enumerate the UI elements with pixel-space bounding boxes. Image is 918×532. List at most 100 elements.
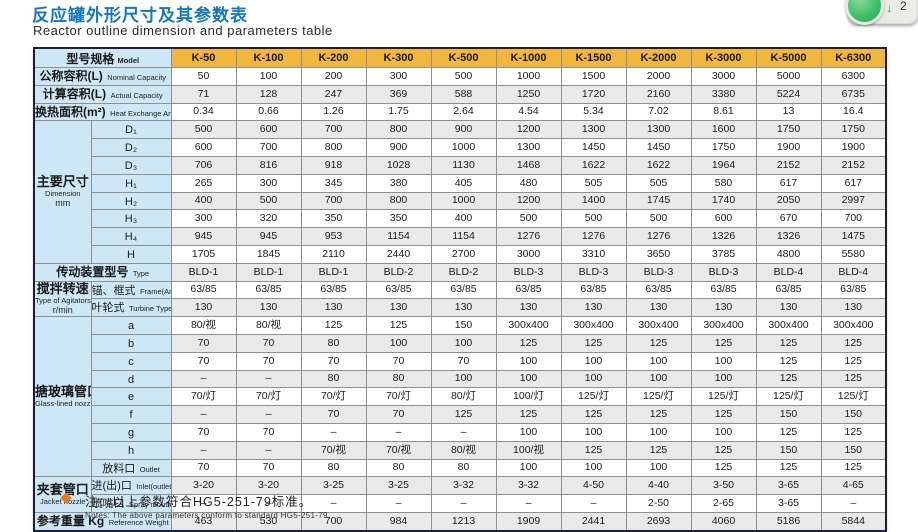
data-cell: 5.34 bbox=[560, 102, 627, 122]
data-cell: 1000 bbox=[430, 191, 497, 211]
data-cell: 13 bbox=[755, 102, 822, 122]
data-cell: 70 bbox=[235, 333, 302, 353]
data-cell: 70 bbox=[235, 458, 302, 478]
data-cell: 400 bbox=[170, 191, 237, 211]
data-cell: 70/灯 bbox=[235, 387, 302, 407]
data-cell: 4.54 bbox=[495, 102, 562, 122]
data-cell: 345 bbox=[300, 173, 367, 193]
data-cell: 3-65 bbox=[755, 476, 822, 496]
data-cell: 80 bbox=[300, 333, 367, 353]
download-arrow-icon: ↓ bbox=[886, 0, 893, 15]
data-cell: 125 bbox=[820, 458, 887, 478]
data-cell: 617 bbox=[755, 173, 822, 193]
row-label: 公称容积(L) Nominal Capacity bbox=[33, 67, 172, 86]
data-cell: 125 bbox=[690, 458, 757, 478]
data-cell: 100 bbox=[365, 333, 432, 353]
table-row: H₁ 265 300 345 380 405 480 505 505 580 617 617 bbox=[34, 173, 887, 193]
data-cell: 2441 bbox=[560, 511, 627, 532]
data-cell: 1000 bbox=[495, 67, 562, 86]
data-cell: 125/灯 bbox=[690, 387, 757, 407]
footnote-en: Notes: The above parameters conform to s… bbox=[85, 511, 331, 520]
data-cell: 100 bbox=[495, 369, 562, 389]
data-cell: 918 bbox=[300, 155, 367, 175]
data-cell: 5000 bbox=[755, 67, 822, 86]
table-row: 计算容积(L) Actual Capacity 71 128 247 369 588 125… bbox=[33, 84, 887, 104]
data-cell: 2152 bbox=[820, 155, 887, 175]
table-row: f – –70 70 125 125 125 125 125 150 150 bbox=[34, 405, 887, 424]
sub-row-label: 喷嘴口 Spray mouth bbox=[90, 494, 172, 513]
data-cell: 300 bbox=[235, 173, 302, 193]
data-cell: 130 bbox=[235, 298, 302, 318]
data-cell: – bbox=[170, 440, 237, 460]
data-cell: 1028 bbox=[365, 155, 432, 175]
data-cell: 80/灯 bbox=[430, 387, 497, 407]
data-cell: 130 bbox=[560, 298, 627, 318]
sub-row-label: D₁ bbox=[90, 120, 172, 140]
data-cell: 125 bbox=[560, 405, 627, 424]
data-cell: 600 bbox=[170, 138, 237, 157]
data-cell: 125 bbox=[365, 316, 432, 335]
model-header-cell: K-2000 bbox=[625, 47, 692, 68]
download-count: 2 bbox=[900, 0, 907, 13]
data-cell: BLD-2 bbox=[365, 262, 432, 282]
sub-row-label: g bbox=[90, 422, 172, 442]
table-row: 夹套管口 Jacket nozzle 进(出)口 Inlet(outlet) 3-20… bbox=[33, 476, 887, 513]
data-cell: 125 bbox=[755, 422, 822, 442]
data-cell: 3650 bbox=[625, 244, 692, 264]
data-cell: 3-50 bbox=[690, 476, 757, 496]
data-cell: 3000 bbox=[495, 244, 562, 264]
data-cell: – bbox=[235, 494, 302, 513]
data-cell: 100 bbox=[560, 422, 627, 442]
data-cell: 128 bbox=[235, 84, 302, 104]
data-cell: 125 bbox=[755, 333, 822, 353]
data-cell: 70/灯 bbox=[170, 387, 237, 407]
data-cell: 2440 bbox=[365, 244, 432, 264]
data-cell: 1720 bbox=[560, 84, 627, 104]
sub-row-label: b bbox=[90, 333, 172, 353]
data-cell: 125 bbox=[495, 333, 562, 353]
table-row: 换热面积(m²) Heat Exchange Area0.340.661.261… bbox=[33, 102, 887, 122]
data-cell: 80/视 bbox=[430, 440, 497, 460]
data-cell: 1909 bbox=[495, 511, 562, 532]
data-cell: 1468 bbox=[495, 155, 562, 175]
data-cell: 80/视 bbox=[170, 316, 237, 335]
data-cell: BLD-4 bbox=[820, 262, 887, 282]
data-cell: 100 bbox=[560, 351, 627, 371]
sub-row-label: e bbox=[90, 387, 172, 407]
data-cell: 63/85 bbox=[170, 280, 237, 300]
data-cell: 3785 bbox=[690, 244, 757, 264]
data-cell: 125 bbox=[430, 405, 497, 424]
data-cell: 700 bbox=[235, 138, 302, 157]
data-cell: 100 bbox=[560, 458, 627, 478]
data-cell: 1740 bbox=[690, 191, 757, 211]
data-cell: 50 bbox=[170, 67, 237, 86]
data-cell: 2160 bbox=[625, 84, 692, 104]
data-cell: 80 bbox=[365, 369, 432, 389]
data-cell: 300x400 bbox=[495, 316, 562, 335]
data-cell: 300x400 bbox=[820, 316, 887, 335]
data-cell: 2050 bbox=[755, 191, 822, 211]
data-cell: 700 bbox=[300, 191, 367, 211]
data-cell: 700 bbox=[300, 511, 367, 532]
data-cell: 3380 bbox=[690, 84, 757, 104]
table-container: 型号规格 Model K-50 K-100 K-200 K-300 K-500 K-100… bbox=[33, 47, 887, 532]
data-cell: 350 bbox=[365, 209, 432, 229]
data-cell: 200 bbox=[300, 67, 367, 86]
data-cell: – bbox=[430, 494, 497, 513]
data-cell: 1300 bbox=[560, 120, 627, 140]
data-cell: 125 bbox=[755, 351, 822, 371]
data-cell: 63/85 bbox=[495, 280, 562, 300]
table-row: 公称容积(L) Nominal Capacity 50 100 200 300 500 10… bbox=[33, 67, 887, 86]
data-cell: 130 bbox=[300, 298, 367, 318]
page-subtitle: Reactor outline dimension and parameters… bbox=[33, 23, 333, 38]
data-cell: 1750 bbox=[755, 120, 822, 140]
data-cell: 16.4 bbox=[820, 102, 887, 122]
data-cell: 100 bbox=[495, 458, 562, 478]
data-cell: 63/85 bbox=[690, 280, 757, 300]
data-cell: 150 bbox=[430, 316, 497, 335]
data-cell: 1500 bbox=[560, 67, 627, 86]
data-cell: 5224 bbox=[755, 84, 822, 104]
data-cell: 70/视 bbox=[365, 440, 432, 460]
data-cell: – bbox=[365, 422, 432, 442]
data-cell: 2.64 bbox=[430, 102, 497, 122]
